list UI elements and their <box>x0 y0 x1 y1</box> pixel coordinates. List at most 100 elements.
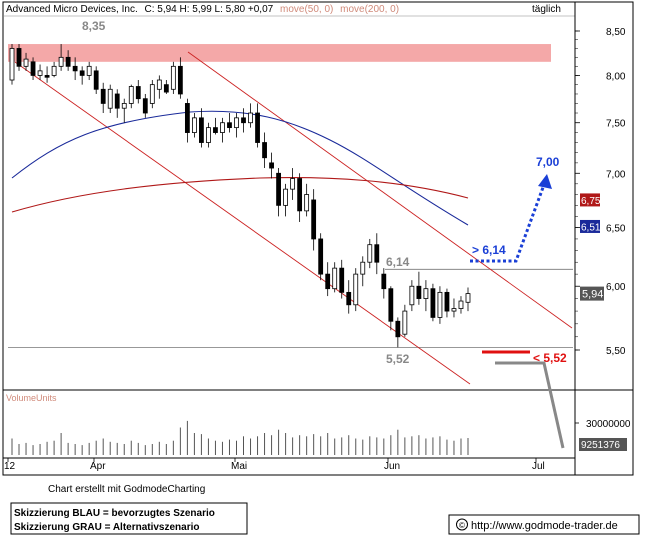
candle <box>37 70 43 76</box>
candle <box>248 112 253 124</box>
candle <box>86 65 92 76</box>
candle <box>395 320 401 338</box>
candle <box>367 244 373 263</box>
candle <box>241 117 246 124</box>
website-link[interactable]: http://www.godmode-trader.de <box>471 520 618 532</box>
candle <box>346 291 352 306</box>
candle <box>128 86 134 104</box>
candle <box>276 172 281 206</box>
candle <box>304 194 310 212</box>
candle <box>444 291 450 312</box>
candle <box>416 285 422 299</box>
x-tick-label: Mai <box>231 461 247 472</box>
candle <box>142 98 148 114</box>
candle <box>234 117 239 129</box>
company-name: Advanced Micro Devices, Inc. <box>6 4 138 15</box>
candle <box>332 267 338 290</box>
y-tick-label: 7,50 <box>606 119 626 130</box>
candle <box>325 273 331 290</box>
resistance-label: 6,14 <box>386 255 410 269</box>
y-tick-label: 5,50 <box>606 346 626 357</box>
candle <box>199 117 204 143</box>
blue-scenario-arrow <box>470 181 547 263</box>
legend-grey-text: Skizzierung GRAU = Alternativszenario <box>14 522 200 533</box>
copyright-symbol: © <box>459 521 465 530</box>
candle <box>402 310 408 335</box>
candle <box>191 117 197 133</box>
ma50-legend: move(50, 0) <box>280 4 333 15</box>
candle <box>297 178 303 212</box>
x-tick-label: 12 <box>4 461 16 472</box>
ma50-badge <box>580 219 600 233</box>
candle <box>465 293 471 303</box>
candle <box>360 261 366 275</box>
candle <box>213 127 218 133</box>
credit-text: Chart erstellt mit GodmodeCharting <box>48 484 205 495</box>
candle <box>51 65 57 76</box>
candle <box>269 162 274 169</box>
svg-text:Advanced Micro Devices, Inc.: Advanced Micro Devices, Inc. C: 5,94 H: … <box>6 4 399 15</box>
candle <box>79 70 85 76</box>
ma200-badge <box>580 193 600 207</box>
x-tick-label: Apr <box>90 461 106 472</box>
last-close-badge-text: 5,94 <box>582 289 603 301</box>
target-label: 7,00 <box>536 155 560 169</box>
y-tick-label: 8,00 <box>606 71 626 82</box>
candle <box>65 56 71 67</box>
copyright-icon <box>456 518 468 531</box>
ma200-line <box>11 176 469 213</box>
y-tick-label: 6,00 <box>606 282 626 293</box>
candle <box>149 84 155 104</box>
candle <box>458 300 464 309</box>
candle <box>423 288 429 299</box>
y-tick-label: 7,00 <box>606 169 626 180</box>
candle <box>72 65 78 72</box>
ma50-badge-text: 6,51 <box>581 222 601 233</box>
candle <box>220 122 225 133</box>
candle <box>388 288 394 322</box>
breakout-label: > 6,14 <box>472 243 506 257</box>
candle <box>430 288 436 318</box>
ma200-legend: move(200, 0) <box>340 4 399 15</box>
x-tick-label: Jul <box>532 461 545 472</box>
legend-box <box>10 502 248 535</box>
candle <box>255 112 260 143</box>
candle <box>311 199 317 240</box>
trend-channel-upper <box>187 51 573 329</box>
candle <box>381 273 387 290</box>
candle <box>114 93 120 109</box>
candle <box>163 84 169 93</box>
ma50-line <box>11 110 469 226</box>
candle <box>156 79 162 90</box>
candle <box>23 58 29 67</box>
candle <box>177 65 183 95</box>
candle <box>44 75 50 78</box>
resistance-zone <box>8 44 551 62</box>
volume-bars <box>11 420 469 455</box>
candle <box>135 86 141 100</box>
grey-scenario-line <box>495 361 565 449</box>
candle <box>100 88 106 104</box>
candle <box>353 273 359 306</box>
website-box <box>448 514 640 535</box>
candle <box>283 188 289 206</box>
support-label: 5,52 <box>386 352 410 366</box>
candles-group <box>9 44 471 348</box>
candle <box>30 61 36 76</box>
candle <box>409 285 415 306</box>
candle <box>121 103 127 109</box>
volume-last-badge <box>579 438 627 451</box>
candle <box>339 267 345 293</box>
trend-channel-lower <box>14 61 471 385</box>
quote-info: C: 5,94 H: 5,99 L: 5,80 +0,07 <box>145 4 274 15</box>
chart-frame <box>2 1 634 476</box>
last-close-badge <box>580 286 604 301</box>
candle <box>227 122 232 129</box>
legend-blue-text: Skizzierung BLAU = bevorzugtes Szenario <box>14 508 215 519</box>
candle <box>262 142 267 159</box>
candle <box>437 291 443 318</box>
candle <box>9 48 15 81</box>
volume-axis-label: 30000000 <box>586 419 631 430</box>
blue-arrow-head <box>538 174 552 189</box>
